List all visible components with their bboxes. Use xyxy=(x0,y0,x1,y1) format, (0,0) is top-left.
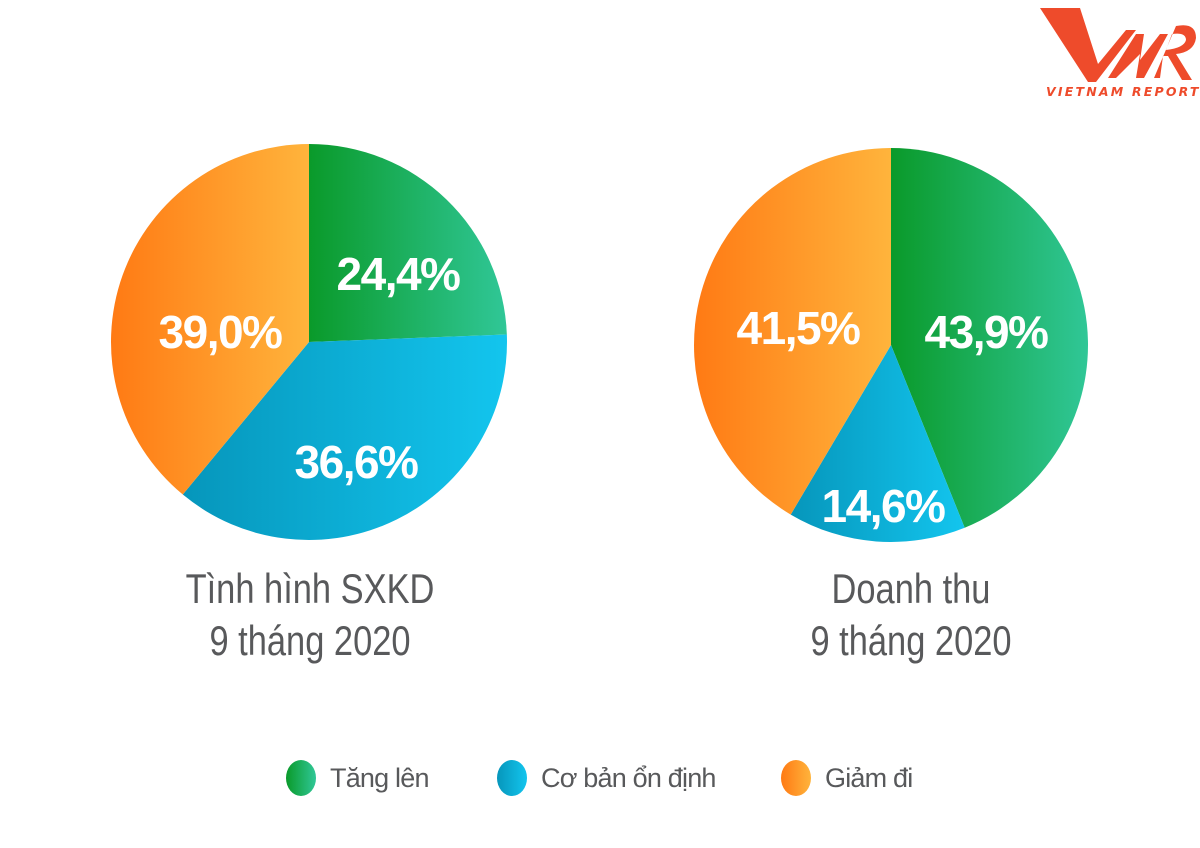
vnr-logo xyxy=(1040,8,1196,82)
caption-line-1: Doanh thu xyxy=(831,565,991,612)
legend-swatch-icon xyxy=(781,760,811,796)
legend-item-stable: Cơ bản ổn định xyxy=(497,758,716,798)
caption-line-1: Tình hình SXKD xyxy=(185,565,435,612)
caption-line-2: 9 tháng 2020 xyxy=(810,617,1012,664)
legend-label: Giảm đi xyxy=(825,762,913,793)
legend-item-increase: Tăng lên xyxy=(286,758,429,798)
pie-slice-increase xyxy=(309,144,507,342)
legend: Tăng lên Cơ bản ổn định Giảm đi xyxy=(0,758,1200,798)
legend-swatch-icon xyxy=(286,760,316,796)
pie-slice-decrease xyxy=(110,144,310,495)
pie-slice-stable xyxy=(790,345,965,542)
logo-v-icon xyxy=(1040,8,1136,82)
pie-left: 24,4% 36,6% 39,0% xyxy=(110,144,508,540)
chart-caption-doanh-thu: Doanh thu 9 tháng 2020 xyxy=(747,563,1075,667)
slice-value-label: 24,4% xyxy=(337,248,461,300)
logo-text: VIETNAM REPORT xyxy=(1046,84,1200,99)
pie-slice-stable xyxy=(182,334,508,540)
pie-slice-decrease xyxy=(694,148,891,515)
logo-n-icon xyxy=(1108,34,1168,78)
slice-value-label: 43,9% xyxy=(925,306,1049,358)
chart-caption-sxkd: Tình hình SXKD 9 tháng 2020 xyxy=(146,563,474,667)
legend-label: Cơ bản ổn định xyxy=(541,762,716,793)
slice-value-label: 14,6% xyxy=(822,480,946,532)
slice-value-label: 41,5% xyxy=(737,302,861,354)
caption-line-2: 9 tháng 2020 xyxy=(209,617,411,664)
legend-swatch-icon xyxy=(497,760,527,796)
pie-right: 43,9% 14,6% 41,5% xyxy=(694,148,1088,542)
legend-item-decrease: Giảm đi xyxy=(781,758,913,798)
slice-value-label: 39,0% xyxy=(159,306,283,358)
pie-slice-increase xyxy=(891,148,1088,528)
slice-value-label: 36,6% xyxy=(295,436,419,488)
legend-label: Tăng lên xyxy=(330,762,429,793)
logo-r-icon xyxy=(1154,25,1196,80)
